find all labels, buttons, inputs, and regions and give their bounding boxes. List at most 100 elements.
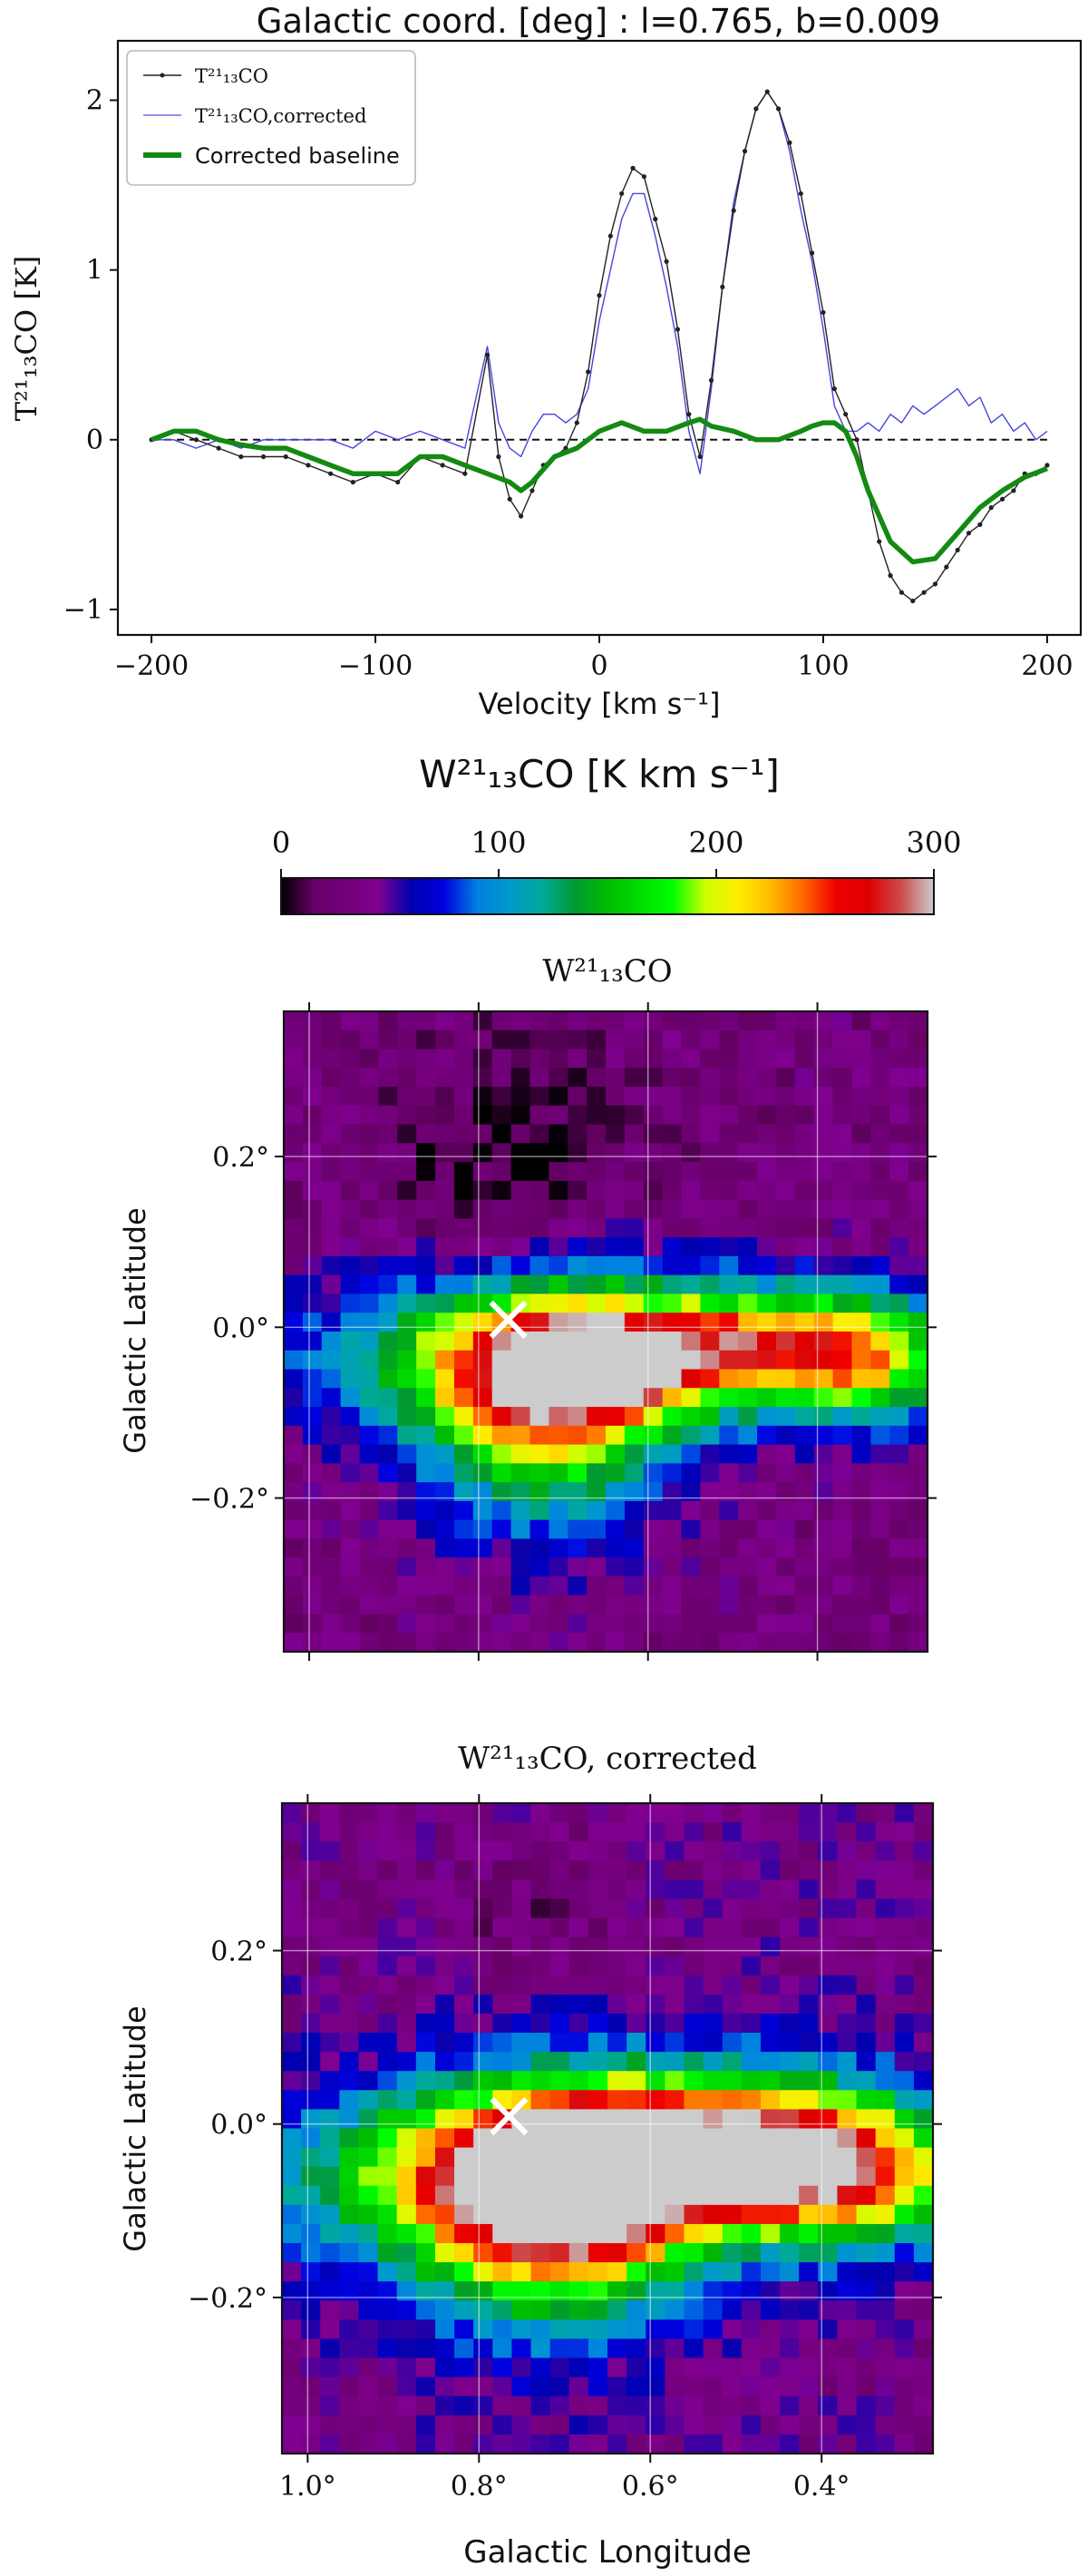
map-cell <box>913 1937 934 1957</box>
map-cell <box>377 2052 398 2072</box>
map-frame <box>282 1010 929 1654</box>
map-cell <box>832 1011 853 1031</box>
map-cell <box>339 2109 360 2130</box>
map-cell <box>491 1369 512 1389</box>
map-cell <box>813 1633 834 1653</box>
map-cell <box>301 2300 321 2320</box>
map-cell <box>775 1068 796 1088</box>
map-cell <box>606 1274 626 1295</box>
map-cell <box>889 1049 909 1068</box>
map-cell <box>760 1860 781 1880</box>
map-cell <box>454 2338 474 2359</box>
map-cell <box>453 1519 474 1540</box>
map-cell <box>856 1822 877 1842</box>
map-cell <box>832 1087 853 1107</box>
map-cell <box>453 1633 474 1653</box>
map-cell <box>794 1463 815 1483</box>
map-cell <box>738 1218 758 1238</box>
map-cell <box>358 1841 379 1861</box>
map-cell <box>606 1029 626 1050</box>
map-cell <box>684 1860 704 1880</box>
map-cell <box>832 1500 853 1521</box>
map-cell <box>568 1956 589 1976</box>
map-cell <box>568 1975 589 1995</box>
map-cell <box>549 1274 568 1295</box>
map-cell <box>511 1937 532 1957</box>
map-cell <box>511 2185 532 2206</box>
map-cell <box>624 1369 645 1389</box>
map-cell <box>722 2109 743 2130</box>
map-cell <box>377 1841 398 1861</box>
map-cell <box>643 1180 664 1201</box>
map-cell <box>703 2300 724 2320</box>
map-cell <box>321 1614 342 1634</box>
map-cell <box>700 1068 720 1088</box>
map-cell <box>722 1937 743 1957</box>
map-cell <box>757 1425 777 1446</box>
map-cell <box>568 1237 588 1257</box>
map-cell <box>454 2223 474 2244</box>
map-cell <box>511 2338 532 2359</box>
map-cell <box>416 1614 436 1634</box>
series-point <box>720 284 725 289</box>
map-cell <box>757 1143 777 1163</box>
x-tick-label: 0.4° <box>793 2471 850 2503</box>
map-cell <box>568 2319 589 2340</box>
map-cell <box>643 1011 664 1031</box>
map-cell <box>568 1576 588 1596</box>
map-cell <box>359 1255 380 1276</box>
map-cell <box>453 1199 474 1220</box>
map-cell <box>282 2243 302 2263</box>
map-cell <box>832 1350 853 1371</box>
map-cell <box>851 1029 871 1050</box>
map-cell <box>549 1500 568 1521</box>
map-cell <box>435 1500 455 1521</box>
map-cell <box>780 2376 800 2397</box>
map-cell <box>832 1482 853 1502</box>
map-cell <box>530 2338 551 2359</box>
map-cell <box>646 1860 665 1880</box>
map-cell <box>607 2262 627 2282</box>
map-cell <box>568 1124 588 1144</box>
map-cell <box>818 2243 839 2263</box>
map-cell <box>511 1975 532 1995</box>
map-cell <box>301 2262 321 2282</box>
map-cell <box>491 1482 512 1502</box>
map-cell <box>511 2319 532 2340</box>
map-cell <box>491 1162 512 1182</box>
map-cell <box>794 1312 815 1332</box>
map-cell <box>627 1975 646 1995</box>
map-cell <box>832 1124 853 1144</box>
map-cell <box>339 2395 360 2416</box>
map-cell <box>492 1937 513 1957</box>
map-cell <box>340 1388 361 1408</box>
map-cell <box>530 2033 551 2053</box>
map-cell <box>665 2185 685 2206</box>
map-cell <box>568 1199 588 1220</box>
map-cell <box>284 1143 304 1163</box>
map-cell <box>722 2052 743 2072</box>
map-cell <box>282 1898 302 1919</box>
spectrum-plot-area <box>149 89 1050 604</box>
map-cell <box>302 1180 323 1201</box>
map-cell <box>813 1614 834 1634</box>
map-cell <box>282 2013 302 2034</box>
map-cell <box>643 1463 664 1483</box>
map-cell <box>894 2338 915 2359</box>
map-cell <box>529 1557 549 1577</box>
map-cell <box>741 2243 762 2263</box>
map-cell <box>568 2052 589 2072</box>
map-cell <box>837 1975 858 1995</box>
map-cell <box>587 1049 607 1068</box>
map-cell <box>627 2338 646 2359</box>
map-cell <box>722 2357 743 2378</box>
map-cell <box>703 2109 724 2130</box>
map-cell <box>646 2033 665 2053</box>
map-cell <box>738 1350 758 1371</box>
map-cell <box>284 1087 304 1107</box>
map-cell <box>794 1519 815 1540</box>
map-cell <box>738 1124 758 1144</box>
map-cell <box>530 1841 551 1861</box>
map-cell <box>719 1011 739 1031</box>
map-cell <box>340 1369 361 1389</box>
